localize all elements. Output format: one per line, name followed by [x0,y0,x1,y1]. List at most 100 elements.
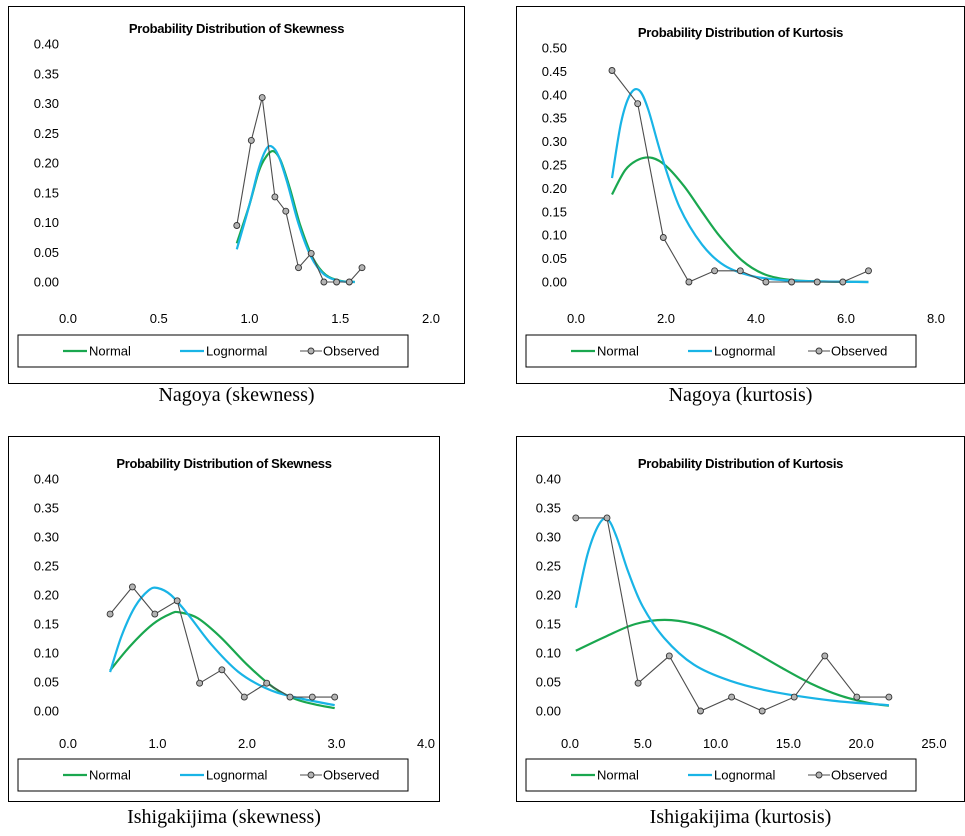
data-point-observed [853,693,861,701]
series-line-observed [236,97,363,283]
y-tick-label: 0.10 [536,646,561,661]
series-line-lognormal [109,586,335,707]
x-tick-label: 0.5 [150,311,168,326]
x-tick-label: 4.0 [417,736,435,751]
data-point-observed [736,267,744,275]
x-tick-label: 8.0 [927,311,945,326]
data-point-observed [308,693,316,701]
series-line-normal [575,618,890,707]
data-point-observed [788,278,796,286]
y-tick-label: 0.05 [34,245,59,260]
y-tick-label: 0.20 [34,588,59,603]
data-point-observed [821,652,829,660]
x-tick-label: 0.0 [59,311,77,326]
y-tick-label: 0.00 [536,704,561,719]
series-line-observed [109,586,335,698]
chart-title: Probability Distribution of Kurtosis [638,25,843,40]
x-tick-label: 4.0 [747,311,765,326]
data-point-observed [659,234,667,241]
data-point-observed [263,679,271,687]
y-tick-label: 0.05 [34,675,59,690]
chart-legend: Normal Lognormal Observed [17,758,409,792]
data-point-observed [196,679,204,687]
x-tick-label: 2.0 [422,311,440,326]
y-tick-label: 0.25 [34,559,59,574]
y-tick-label: 0.30 [34,530,59,545]
chart-legend: Normal Lognormal Observed [17,334,409,368]
data-point-observed [218,666,226,674]
x-tick-label: 2.0 [238,736,256,751]
x-tick-label: 0.0 [567,311,585,326]
chart-frame [516,436,965,802]
x-tick-label: 10.0 [703,736,728,751]
data-point-observed [247,136,255,144]
data-point-observed [258,94,266,102]
data-point-observed [865,267,872,275]
data-point-observed [758,707,766,715]
x-tick-label: 0.0 [59,736,77,751]
legend-marker-observed [815,771,823,779]
chart-legend: Normal Lognormal Observed [525,758,917,792]
y-tick-label: 0.15 [542,204,567,219]
data-point-observed [233,222,241,229]
legend-marker-observed [307,771,315,779]
data-point-observed [320,278,328,286]
y-tick-label: 0.10 [34,646,59,661]
data-point-observed [885,693,893,701]
chart-frame [8,6,465,384]
y-tick-label: 0.35 [536,501,561,516]
x-tick-label: 0.0 [561,736,579,751]
data-point-observed [839,278,847,286]
legend-marker-observed [307,347,315,355]
caption-nagoya-skewness: Nagoya (skewness) [158,384,315,406]
chart-frame [8,436,440,802]
chart-legend: Normal Lognormal Observed [525,334,917,368]
y-tick-label: 0.00 [34,275,59,290]
data-point-observed [665,652,673,660]
legend-label-lognormal: Lognormal [714,768,776,783]
caption-ishigakijima-kurtosis: Ishigakijima (kurtosis) [649,806,832,828]
legend-label-normal: Normal [89,344,131,359]
y-tick-label: 0.25 [34,126,59,141]
y-tick-label: 0.40 [34,37,59,52]
x-tick-label: 20.0 [849,736,874,751]
legend-label-lognormal: Lognormal [206,768,268,783]
chart-title: Probability Distribution of Skewness [116,456,331,471]
y-tick-label: 0.35 [34,66,59,81]
legend-label-observed: Observed [323,344,379,359]
y-tick-label: 0.40 [34,472,59,487]
y-tick-label: 0.35 [34,501,59,516]
y-tick-label: 0.35 [542,111,567,126]
chart-panel-ishigakijima-skewness: Probability Distribution of Skewness 0.0 0… [8,436,440,802]
legend-label-normal: Normal [597,344,639,359]
chart-ishigakijima-skewness: Probability Distribution of Skewness 0.0 0… [17,456,435,792]
data-point-observed [572,514,580,522]
data-point-observed [634,100,642,108]
data-point-observed [173,597,181,605]
y-tick-label: 0.50 [542,41,567,56]
x-tick-label: 1.5 [331,311,349,326]
legend-label-observed: Observed [831,344,887,359]
legend-label-observed: Observed [323,768,379,783]
y-tick-label: 0.05 [542,251,567,266]
y-tick-label: 0.40 [536,472,561,487]
x-tick-label: 5.0 [634,736,652,751]
legend-label-normal: Normal [597,768,639,783]
y-tick-label: 0.30 [536,530,561,545]
data-point-observed [608,67,616,74]
x-tick-label: 25.0 [921,736,946,751]
caption-ishigakijima-skewness: Ishigakijima (skewness) [127,806,321,828]
y-tick-label: 0.00 [542,275,567,290]
data-point-observed [634,679,642,687]
series-line-lognormal [610,87,869,284]
y-tick-label: 0.10 [542,228,567,243]
data-point-observed [697,707,704,715]
data-point-observed [790,693,798,701]
data-point-observed [286,693,294,701]
data-point-observed [106,610,114,618]
series-line-normal [611,156,869,284]
chart-ishigakijima-kurtosis: Probability Distribution of Kurtosis0.00… [525,456,947,792]
data-point-observed [128,583,136,591]
y-tick-label: 0.20 [34,156,59,171]
y-tick-label: 0.15 [536,617,561,632]
